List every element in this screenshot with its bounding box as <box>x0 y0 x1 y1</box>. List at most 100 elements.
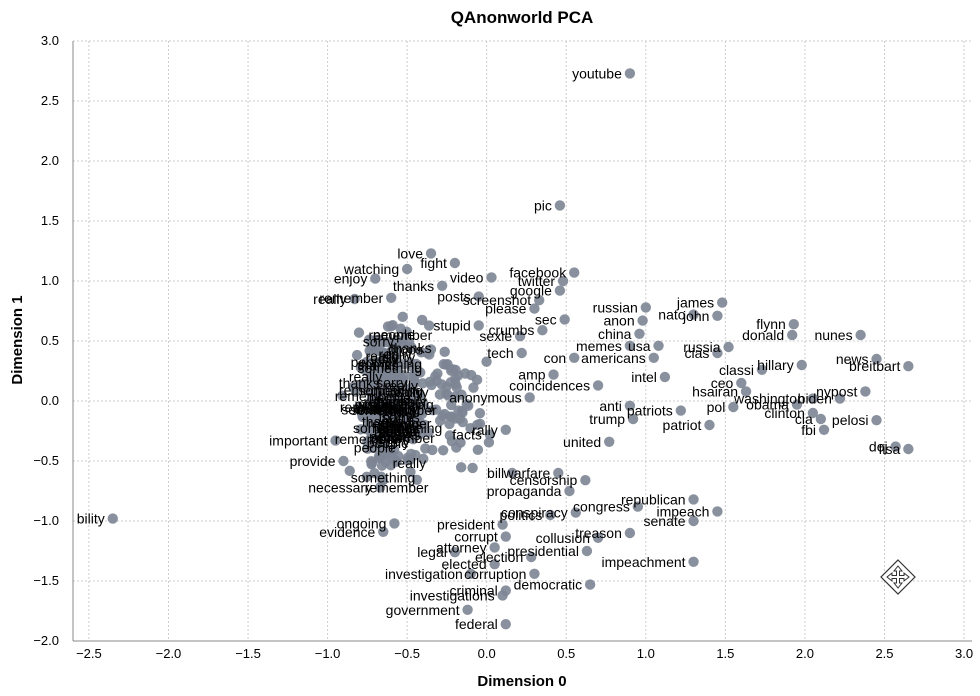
cluster-point <box>481 356 492 367</box>
point-label: intel <box>631 369 657 385</box>
point-label: youtube <box>572 65 622 81</box>
cluster-point <box>387 401 398 413</box>
point-label: biden <box>798 391 832 407</box>
cluster-point <box>377 440 388 452</box>
scatter-point <box>624 527 636 539</box>
point-label: censorship <box>510 472 578 488</box>
point-label: attorney <box>436 539 487 555</box>
point-label: google <box>510 283 552 299</box>
scatter-point <box>489 542 500 553</box>
x-tick-label: −1.0 <box>315 646 341 661</box>
point-label: nato <box>658 307 685 323</box>
scatter-point <box>473 320 484 331</box>
point-label: pic <box>534 197 552 213</box>
x-tick-label: 1.0 <box>637 646 655 661</box>
point-label: conspiracy <box>501 505 568 521</box>
scatter-point <box>436 280 448 291</box>
point-label: china <box>598 326 632 342</box>
y-tick-label: 3.0 <box>41 33 59 48</box>
scatter-point <box>728 401 739 413</box>
scatter-point <box>526 551 537 563</box>
scatter-point <box>500 531 511 542</box>
cluster-label: remember <box>373 402 437 418</box>
point-label: bill <box>487 465 504 481</box>
point-label: russia <box>683 339 721 355</box>
cluster-point <box>389 359 401 370</box>
cluster-label: sorry <box>379 417 410 433</box>
cluster-point <box>369 468 380 479</box>
scatter-point <box>389 518 400 529</box>
scatter-point <box>688 515 699 527</box>
cluster-point <box>357 411 368 423</box>
cluster-label: thanks <box>374 420 415 436</box>
cluster-label: sorry <box>372 430 403 446</box>
scatter-point <box>497 519 508 530</box>
cluster-point <box>471 374 483 385</box>
point-label: rally <box>472 422 498 438</box>
y-tick-label: −2.0 <box>33 633 59 648</box>
x-tick-label: −2.0 <box>156 646 182 661</box>
cluster-point <box>395 323 406 334</box>
cluster-label: thanks <box>354 400 395 416</box>
point-label: criminal <box>450 583 498 599</box>
point-label: republican <box>621 491 686 507</box>
cluster-point <box>457 407 468 418</box>
scatter-point <box>688 494 699 505</box>
scatter-point <box>537 325 548 336</box>
point-label: evidence <box>319 524 375 540</box>
point-label: fbi <box>801 422 816 438</box>
x-tick-label: 3.0 <box>955 646 973 661</box>
cluster-point <box>365 335 377 346</box>
scatter-point <box>401 263 413 275</box>
cluster-label: sorry <box>384 349 415 365</box>
scatter-point <box>554 200 566 211</box>
scatter-point <box>497 590 508 601</box>
cluster-label: sorry <box>358 396 389 412</box>
scatter-point <box>659 371 671 383</box>
point-label: coincidences <box>509 377 590 393</box>
point-label: please <box>485 301 526 317</box>
cluster-point <box>445 411 456 422</box>
point-label: necessary <box>308 479 372 495</box>
scatter-point <box>640 302 652 313</box>
pan-tool-button[interactable] <box>880 559 916 595</box>
cluster-point <box>371 393 383 404</box>
cluster-label: sorry <box>378 424 409 440</box>
scatter-point <box>903 443 914 455</box>
point-label: cia <box>795 411 813 427</box>
scatter-point <box>723 341 734 353</box>
scatter-point <box>712 347 723 359</box>
cluster-point <box>382 384 394 395</box>
point-label: democratic <box>514 577 582 593</box>
point-label: pol <box>707 399 726 415</box>
cluster-label: thanks <box>357 358 398 374</box>
cluster-point <box>430 404 442 415</box>
cluster-label: something <box>369 397 434 413</box>
point-label: hillary <box>757 357 794 373</box>
cluster-point <box>357 363 369 375</box>
scatter-point <box>462 604 473 615</box>
scatter-point <box>529 303 540 314</box>
point-label: pelosi <box>832 412 869 428</box>
cluster-label: really <box>366 350 399 366</box>
point-label: federal <box>455 616 498 632</box>
cluster-point <box>409 419 421 430</box>
cluster-label: something <box>358 360 423 376</box>
y-tick-label: −1.0 <box>33 513 59 528</box>
point-label: memes <box>576 338 622 354</box>
cluster-point <box>439 346 450 358</box>
cluster-label: something <box>351 469 416 485</box>
point-label: trump <box>589 411 625 427</box>
cluster-label: people <box>355 396 397 412</box>
scatter-point <box>349 293 360 305</box>
cluster-label: thanks <box>339 375 380 391</box>
cluster-point <box>455 437 466 448</box>
cluster-point <box>416 314 428 326</box>
point-label: senate <box>644 513 686 529</box>
cluster-label: remember <box>365 479 429 495</box>
point-label: anti <box>599 398 622 414</box>
point-label: tech <box>487 345 513 361</box>
y-tick-label: 0.0 <box>41 393 59 408</box>
cluster-label: people <box>373 326 415 342</box>
